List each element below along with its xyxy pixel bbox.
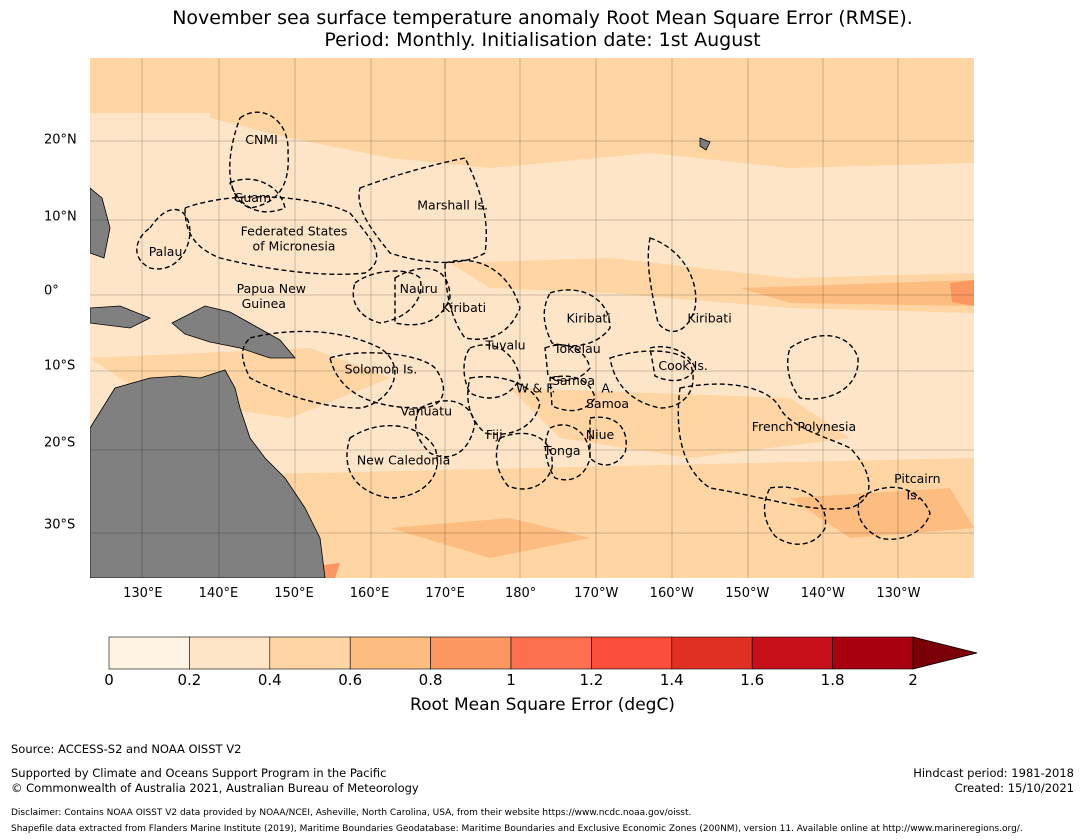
region-label: New Caledonia: [357, 452, 450, 467]
map-title-line2: Period: Monthly. Initialisation date: 1s…: [324, 29, 761, 51]
hindcast-period: Hindcast period: 1981-2018: [913, 766, 1074, 780]
colorbar: [108, 636, 978, 670]
region-label: Tokelau: [553, 341, 601, 356]
region-label: Kiribati: [687, 311, 731, 326]
region-label: Is.: [906, 488, 920, 503]
longitude-tick-label: 180°: [504, 586, 537, 601]
longitude-tick-label: 140°W: [800, 586, 845, 601]
support-text: Supported by Climate and Oceans Support …: [11, 766, 387, 780]
colorbar-tick-label: 0.6: [338, 671, 363, 689]
colorbar-extend-arrow: [912, 636, 978, 670]
copyright-text: © Commonwealth of Australia 2021, Austra…: [11, 781, 419, 795]
region-label: Samoa: [586, 396, 629, 411]
colorbar-tick-label: 1.6: [740, 671, 765, 689]
latitude-tick-label: 30°S: [44, 517, 76, 533]
colorbar-title: Root Mean Square Error (degC): [410, 695, 675, 715]
colorbar-bin: [591, 636, 673, 670]
colorbar-bin: [751, 636, 833, 670]
region-label: Marshall Is.: [417, 197, 488, 212]
colorbar-tick-label: 2: [908, 671, 918, 689]
longitude-tick-label: 140°E: [198, 586, 239, 601]
longitude-tick-label: 130°W: [876, 586, 921, 601]
source-text: Source: ACCESS-S2 and NOAA OISST V2: [11, 742, 242, 756]
latitude-tick-label: 10°S: [44, 358, 76, 374]
region-label: Vanuatu: [400, 404, 452, 419]
colorbar-bin: [832, 636, 914, 670]
shapefile-credit: Shapefile data extracted from Flanders M…: [11, 824, 1023, 834]
latitude-tick-label: 0°: [44, 283, 59, 299]
graticule: [90, 58, 974, 578]
colorbar-tick-label: 0: [104, 671, 114, 689]
colorbar-bin: [108, 636, 190, 670]
colorbar-tick-label: 0.2: [177, 671, 202, 689]
colorbar-bin: [189, 636, 271, 670]
map-title-line1: November sea surface temperature anomaly…: [172, 7, 913, 29]
colorbar-tick-label: 1: [506, 671, 516, 689]
region-label: Federated States: [241, 224, 348, 239]
region-label: Guinea: [242, 296, 286, 311]
colorbar-bin: [510, 636, 592, 670]
eez-boundaries: [136, 111, 931, 545]
colorbar-bin: [269, 636, 351, 670]
created-date: Created: 15/10/2021: [954, 781, 1074, 795]
region-label: Nauru: [400, 281, 438, 296]
region-label: Guam: [234, 190, 271, 205]
region-label: Papua New: [237, 281, 306, 296]
longitude-tick-label: 170°W: [574, 586, 619, 601]
region-label: Palau: [149, 244, 183, 259]
colorbar-tick-label: 1.2: [579, 671, 604, 689]
region-label: Niue: [586, 427, 615, 442]
latitude-tick-label: 20°S: [44, 435, 76, 451]
region-label: Fiji: [486, 427, 503, 442]
latitude-tick-label: 10°N: [44, 209, 77, 225]
region-label: Samoa: [552, 373, 595, 388]
latitude-tick-label: 20°N: [44, 132, 77, 148]
colorbar-bin: [671, 636, 753, 670]
region-label: Kiribati: [442, 300, 486, 315]
region-label: French Polynesia: [752, 419, 856, 434]
colorbar-tick-label: 1.4: [659, 671, 684, 689]
longitude-tick-label: 170°E: [425, 586, 465, 601]
region-label: Cook Is.: [658, 358, 707, 373]
region-label: Pitcairn: [894, 471, 940, 486]
longitude-tick-label: 160°E: [349, 586, 390, 601]
longitude-tick-label: 130°E: [123, 586, 163, 601]
region-label: of Micronesia: [253, 239, 336, 254]
longitude-tick-label: 150°W: [725, 586, 770, 601]
land: [90, 137, 711, 578]
colorbar-tick-label: 0.8: [418, 671, 443, 689]
colorbar-tick-label: 1.8: [820, 671, 845, 689]
disclaimer-text: Disclaimer: Contains NOAA OISST V2 data …: [11, 808, 692, 818]
colorbar-tick-label: 0.4: [257, 671, 282, 689]
region-label: A.: [601, 381, 613, 396]
region-label: Tuvalu: [484, 337, 525, 352]
region-label: W & F.: [516, 381, 555, 396]
region-label: Solomon Is.: [345, 362, 418, 377]
colorbar-bin: [349, 636, 431, 670]
region-label: Kiribati: [567, 311, 611, 326]
longitude-tick-label: 160°W: [649, 586, 694, 601]
region-label: CNMI: [245, 132, 278, 147]
longitude-tick-label: 150°E: [274, 586, 314, 601]
ocean-hot-patches: [390, 280, 974, 558]
region-label: Tonga: [543, 443, 581, 458]
colorbar-bin: [430, 636, 512, 670]
